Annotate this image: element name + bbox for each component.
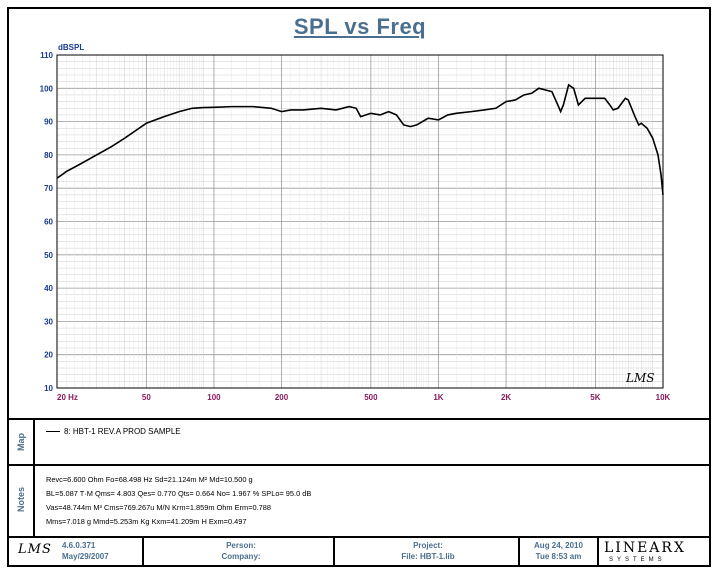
legend-series-name: 8: HBT-1 REV.A PROD SAMPLE <box>64 427 181 436</box>
linearx-logo: LINEARX <box>604 540 686 556</box>
linearx-subtitle: SYSTEMS <box>609 557 666 563</box>
note-line-3: Vas=48.744m M³ Cms=769.267u M/N Krm=1.85… <box>46 503 271 512</box>
x-tick-label: 5K <box>590 393 600 402</box>
date-time: Aug 24, 2010 Tue 8:53 am <box>521 540 596 562</box>
y-tick-label: 10 <box>44 384 53 393</box>
version-number: 4.6.0.371 <box>62 541 96 550</box>
x-tick-label: 50 <box>142 393 151 402</box>
x-tick-label: 1K <box>433 393 443 402</box>
y-tick-label: 80 <box>44 151 53 160</box>
plot-area-border <box>56 54 664 389</box>
y-tick-label: 70 <box>44 184 53 193</box>
notes-side-divider <box>33 464 35 536</box>
report-frame <box>7 7 711 567</box>
file-name: File: HBT-1.lib <box>401 552 455 561</box>
footer-divider-4 <box>597 536 599 566</box>
person-label: Person: <box>226 541 256 550</box>
lms-watermark: LMS <box>625 371 654 385</box>
note-line-2: BL=5.087 T·M Qms= 4.803 Qes= 0.770 Qts= … <box>46 489 312 498</box>
person-company: Person: Company: <box>146 540 336 562</box>
build-date: May/29/2007 <box>62 552 109 561</box>
project-info: Project: File: HBT-1.lib <box>338 540 518 562</box>
notes-label: Notes <box>16 486 26 512</box>
map-legend-entry: 8: HBT-1 REV.A PROD SAMPLE <box>46 427 181 436</box>
y-tick-label: 30 <box>44 317 53 326</box>
y-tick-label: 90 <box>44 118 53 127</box>
project-label: Project: <box>413 541 443 550</box>
x-tick-label: 2K <box>501 393 511 402</box>
x-tick-label: 100 <box>207 393 221 402</box>
notes-divider <box>9 464 709 466</box>
chart-grid <box>56 54 664 389</box>
y-tick-label: 60 <box>44 218 53 227</box>
report-time: Tue 8:53 am <box>535 552 582 561</box>
y-tick-labels: 10 20 30 40 50 60 70 80 90 100 110 <box>40 51 54 393</box>
series-line-hbt1 <box>56 83 664 195</box>
footer-divider-1 <box>142 536 144 566</box>
x-tick-label: 10K <box>656 393 671 402</box>
y-tick-label: 40 <box>44 284 53 293</box>
y-tick-label: 20 <box>44 351 53 360</box>
footer-divider-3 <box>518 536 520 566</box>
version-info: 4.6.0.371 May/29/2007 <box>62 540 132 562</box>
footer-divider <box>9 536 709 538</box>
report-date: Aug 24, 2010 <box>534 541 583 550</box>
note-line-1: Revc=6.600 Ohm Fo=68.498 Hz Sd=21.124m M… <box>46 475 253 484</box>
footer-divider-2 <box>333 536 335 566</box>
x-tick-label: 500 <box>364 393 378 402</box>
lms-logo: LMS <box>18 542 52 557</box>
map-side-divider <box>33 418 35 464</box>
y-tick-label: 110 <box>40 51 53 60</box>
x-tick-label: 20 Hz <box>57 393 78 402</box>
y-tick-label: 100 <box>40 84 54 93</box>
map-divider <box>9 418 709 420</box>
legend-line-swatch <box>46 431 60 432</box>
x-tick-labels: 20 Hz 50 100 200 500 1K 2K 5K 10K <box>57 393 671 402</box>
note-line-4: Mms=7.018 g Mmd=5.253m Kg Kxm=41.209m H … <box>46 517 247 526</box>
chart-title: SPL vs Freq <box>293 14 427 39</box>
y-tick-label: 50 <box>44 251 53 260</box>
company-label: Company: <box>221 552 261 561</box>
y-axis-label: dBSPL <box>58 43 84 52</box>
map-label: Map <box>16 433 26 451</box>
x-tick-label: 200 <box>275 393 289 402</box>
